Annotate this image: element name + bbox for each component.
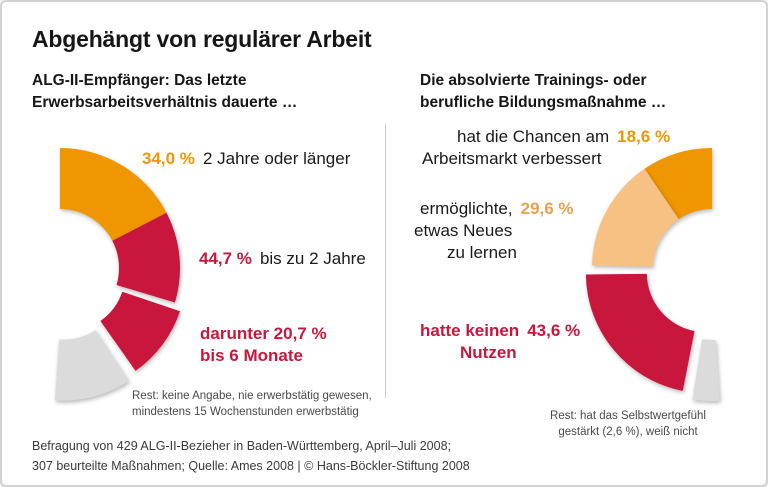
donut-segment-right-1 [592,168,679,267]
right-label-kein-nutzen-line2: Nutzen [460,343,517,362]
left-rest-note-line2: mindestens 15 Wochenstunden erwerbstätig [132,406,359,418]
left-chart-subtitle: ALG-II-Empfänger: Das letzte Erwerbsarbe… [32,70,297,114]
right-label-ermoeglichte-line3: zu lernen [447,243,517,262]
left-value-34: 34,0 % [142,149,195,168]
left-label-darunter-line1: darunter 20,7 % [200,324,327,343]
left-label-2-jahre-text: 2 Jahre oder länger [202,149,351,168]
left-value-44: 44,7 % [199,249,252,268]
left-rest-note: Rest: keine Angabe, nie erwerbstätig gew… [132,388,372,420]
right-subtitle-line1: Die absolvierte Trainings- oder [420,72,647,89]
left-donut-chart [54,148,181,401]
left-subtitle-line2: Erwerbsarbeitsverhältnis dauerte … [32,94,298,111]
donut-segment-left-0 [60,148,167,241]
donut-segment-right-0 [644,148,712,220]
right-label-chancen-line1: hat die Chancen am 18,6 % [457,127,671,146]
left-label-bis-2-jahre: 44,7 % bis zu 2 Jahre [199,248,366,270]
right-chart-subtitle: Die absolvierte Trainings- oder beruflic… [420,70,666,114]
left-label-2-jahre: 34,0 % 2 Jahre oder länger [142,148,350,170]
donut-segment-left-3 [54,329,129,401]
left-label-darunter-line2: bis 6 Monate [200,346,303,365]
left-label-darunter: darunter 20,7 % bis 6 Monate [200,323,327,367]
right-rest-note-line2: gestärkt (2,6 %), weiß nicht [558,426,698,438]
donut-segment-right-2 [585,273,695,391]
right-donut-chart [585,148,720,401]
right-value-18: 18,6 % [617,127,671,146]
left-subtitle-line1: ALG-II-Empfänger: Das letzte [32,72,247,89]
right-rest-note: Rest: hat das Selbstwertgefühl gestärkt … [542,408,714,440]
donut-segment-left-2 [100,291,181,371]
donut-segment-left-1 [112,212,181,303]
source-note: Befragung von 429 ALG-II-Bezieher in Bad… [32,436,470,476]
left-label-bis-2-jahre-text: bis zu 2 Jahre [259,249,366,268]
right-value-43: 43,6 % [527,321,581,340]
right-value-29: 29,6 % [520,199,574,218]
donut-segment-right-3 [692,339,720,401]
right-subtitle-line2: berufliche Bildungsmaßnahme … [420,94,667,111]
right-label-ermoeglichte-line2: etwas Neues [414,221,513,240]
right-label-chancen-line2: Arbeitsmarkt verbessert [422,149,602,168]
source-note-line2: 307 beurteilte Maßnahmen; Quelle: Ames 2… [32,459,470,473]
source-note-line1: Befragung von 429 ALG-II-Bezieher in Bad… [32,439,451,453]
right-label-ermoeglichte-line1: ermöglichte, 29,6 % [420,199,574,218]
page-title: Abgehängt von regulärer Arbeit [32,26,372,52]
panel-divider [385,124,386,398]
right-label-kein-nutzen-line1: hatte keinen 43,6 % [420,321,581,340]
left-rest-note-line1: Rest: keine Angabe, nie erwerbstätig gew… [132,390,372,402]
right-rest-note-line1: Rest: hat das Selbstwertgefühl [550,410,706,422]
